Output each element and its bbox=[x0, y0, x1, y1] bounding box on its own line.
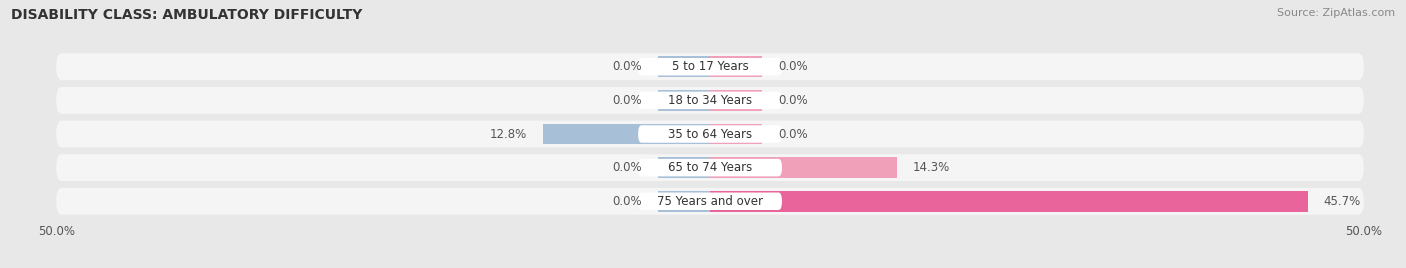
Bar bbox=[658, 157, 710, 178]
Text: 75 Years and over: 75 Years and over bbox=[657, 195, 763, 208]
FancyBboxPatch shape bbox=[638, 125, 782, 143]
Text: 18 to 34 Years: 18 to 34 Years bbox=[668, 94, 752, 107]
Text: 35 to 64 Years: 35 to 64 Years bbox=[668, 128, 752, 140]
Text: 0.0%: 0.0% bbox=[778, 60, 807, 73]
FancyBboxPatch shape bbox=[56, 87, 1364, 114]
FancyBboxPatch shape bbox=[638, 58, 782, 76]
Bar bbox=[710, 124, 762, 144]
Text: 0.0%: 0.0% bbox=[613, 195, 643, 208]
Bar bbox=[710, 157, 897, 178]
FancyBboxPatch shape bbox=[638, 92, 782, 109]
FancyBboxPatch shape bbox=[638, 159, 782, 176]
FancyBboxPatch shape bbox=[56, 121, 1364, 147]
Text: 0.0%: 0.0% bbox=[778, 94, 807, 107]
FancyBboxPatch shape bbox=[56, 53, 1364, 80]
Text: 12.8%: 12.8% bbox=[489, 128, 527, 140]
Text: 0.0%: 0.0% bbox=[613, 161, 643, 174]
Text: DISABILITY CLASS: AMBULATORY DIFFICULTY: DISABILITY CLASS: AMBULATORY DIFFICULTY bbox=[11, 8, 363, 22]
FancyBboxPatch shape bbox=[56, 154, 1364, 181]
FancyBboxPatch shape bbox=[56, 188, 1364, 215]
Text: 0.0%: 0.0% bbox=[613, 60, 643, 73]
Bar bbox=[710, 90, 762, 111]
FancyBboxPatch shape bbox=[638, 192, 782, 210]
Bar bbox=[658, 191, 710, 212]
Bar bbox=[658, 90, 710, 111]
Bar bbox=[710, 191, 1308, 212]
Text: Source: ZipAtlas.com: Source: ZipAtlas.com bbox=[1277, 8, 1395, 18]
Text: 65 to 74 Years: 65 to 74 Years bbox=[668, 161, 752, 174]
Text: 0.0%: 0.0% bbox=[778, 128, 807, 140]
Bar bbox=[658, 56, 710, 77]
Text: 0.0%: 0.0% bbox=[613, 94, 643, 107]
Bar bbox=[710, 56, 762, 77]
Text: 14.3%: 14.3% bbox=[912, 161, 950, 174]
Text: 45.7%: 45.7% bbox=[1323, 195, 1361, 208]
Bar bbox=[543, 124, 710, 144]
Text: 5 to 17 Years: 5 to 17 Years bbox=[672, 60, 748, 73]
